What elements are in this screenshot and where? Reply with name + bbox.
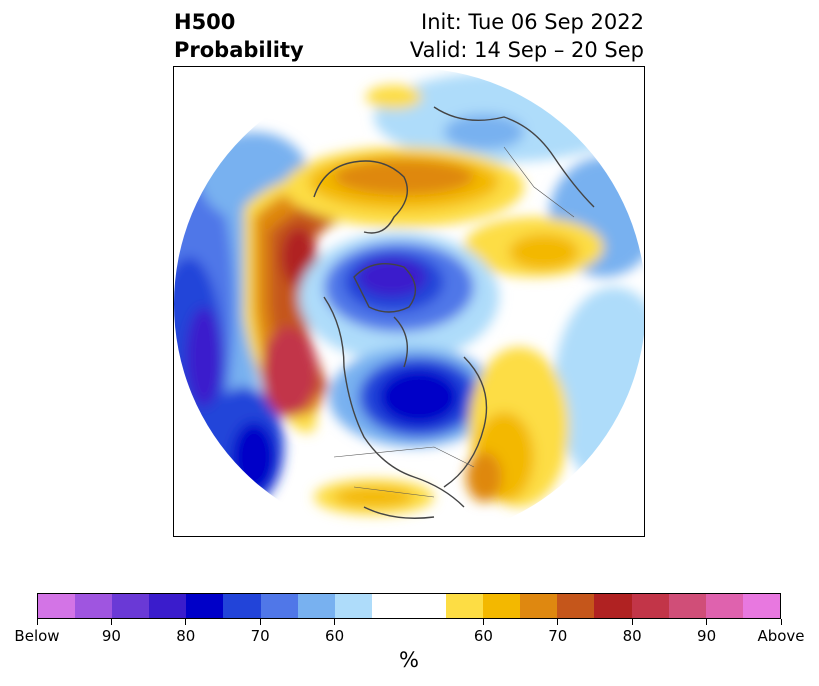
colorbar-tick-label: 80 bbox=[176, 627, 196, 645]
colorbar-tick bbox=[780, 619, 782, 625]
colorbar-segment bbox=[705, 594, 743, 618]
map-panel bbox=[173, 66, 645, 537]
title-valid-range: Valid: 14 Sep – 20 Sep bbox=[409, 38, 644, 62]
colorbar-tick bbox=[631, 619, 633, 625]
colorbar-tick-label: 60 bbox=[473, 627, 493, 645]
colorbar-segment bbox=[334, 594, 372, 618]
colorbar-tick-label: 60 bbox=[325, 627, 345, 645]
colorbar-segment bbox=[483, 594, 521, 618]
colorbar-tick-label: 70 bbox=[250, 627, 270, 645]
colorbar-tick bbox=[110, 619, 112, 625]
colorbar-segment bbox=[297, 594, 335, 618]
colorbar-tick bbox=[482, 619, 484, 625]
colorbar-segment bbox=[149, 594, 187, 618]
colorbar-segment bbox=[371, 594, 409, 618]
colorbar-tick-label: Below bbox=[14, 627, 60, 645]
border-outlines bbox=[333, 146, 575, 498]
colorbar-segment bbox=[75, 594, 113, 618]
colorbar-segment bbox=[668, 594, 706, 618]
colorbar-tick bbox=[557, 619, 559, 625]
probability-map bbox=[174, 68, 644, 536]
colorbar-tick-label: 80 bbox=[622, 627, 642, 645]
title-variable: H500 bbox=[174, 10, 236, 34]
colorbar-segment bbox=[520, 594, 558, 618]
colorbar-segment bbox=[594, 594, 632, 618]
colorbar-tick bbox=[334, 619, 336, 625]
colorbar-tick-label: 70 bbox=[548, 627, 568, 645]
title-left: H500 Probability bbox=[174, 8, 304, 64]
colorbar-segment bbox=[557, 594, 595, 618]
colorbar-tick bbox=[36, 619, 38, 625]
colorbar-tick-label: 90 bbox=[697, 627, 717, 645]
colorbar bbox=[37, 593, 781, 619]
colorbar-segment bbox=[186, 594, 224, 618]
colorbar-tick bbox=[185, 619, 187, 625]
title-init-time: Init: Tue 06 Sep 2022 bbox=[421, 10, 644, 34]
colorbar-segment bbox=[446, 594, 484, 618]
colorbar-segment bbox=[631, 594, 669, 618]
colorbar-tick-label: Above bbox=[757, 627, 805, 645]
colorbar-unit: % bbox=[399, 648, 419, 672]
colorbar-tick bbox=[259, 619, 261, 625]
colorbar-segment bbox=[223, 594, 261, 618]
colorbar-segment bbox=[742, 594, 780, 618]
coastline-outlines bbox=[313, 106, 595, 519]
colorbar-tick-label: 90 bbox=[101, 627, 121, 645]
probability-shading bbox=[174, 68, 644, 536]
colorbar-segment bbox=[38, 594, 76, 618]
colorbar-segment bbox=[260, 594, 298, 618]
colorbar-segment bbox=[408, 594, 447, 618]
title-product: Probability bbox=[174, 38, 304, 62]
colorbar-segment bbox=[112, 594, 150, 618]
colorbar-tick bbox=[706, 619, 708, 625]
title-right: Init: Tue 06 Sep 2022 Valid: 14 Sep – 20… bbox=[410, 8, 644, 64]
